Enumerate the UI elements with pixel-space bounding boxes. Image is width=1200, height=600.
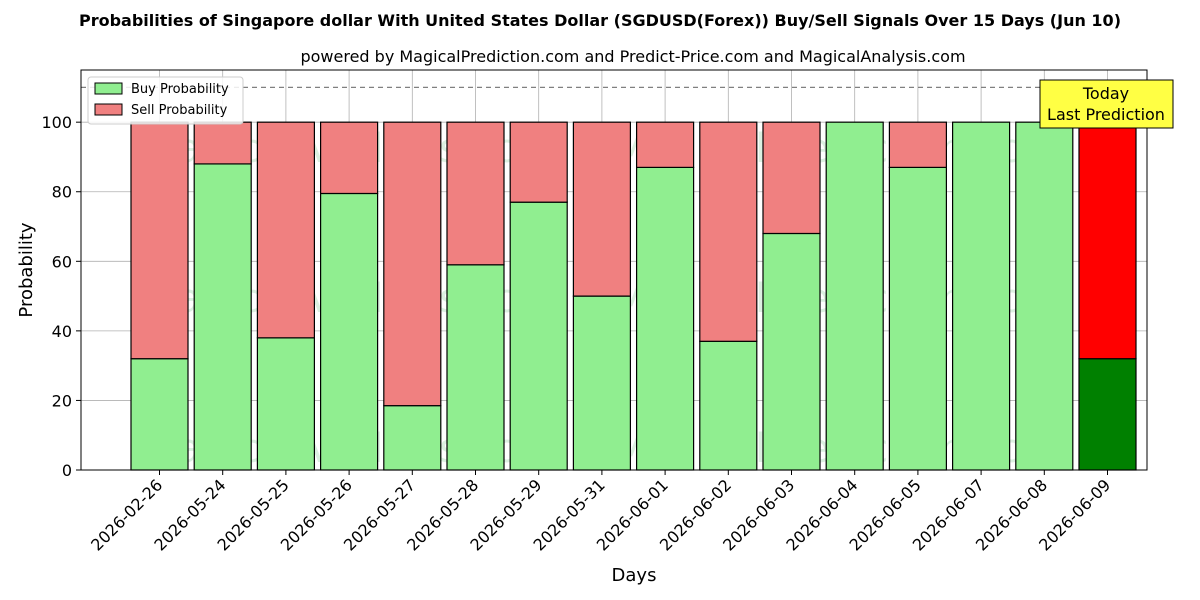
sell-bar: [320, 121, 379, 195]
y-tick-label: 80: [52, 183, 72, 202]
buy-bar: [635, 166, 695, 471]
buy-bar: [193, 163, 252, 471]
legend: Buy Probability Sell Probability: [87, 76, 244, 125]
buy-bar: [888, 166, 948, 471]
sell-bar: [446, 121, 505, 266]
sell-bar: [193, 121, 252, 165]
legend-swatch-sell: [94, 103, 123, 116]
legend-label-buy: Buy Probability: [131, 82, 229, 97]
sell-bar: [888, 121, 948, 168]
buy-bar: [130, 358, 189, 471]
annotation-text: Last Prediction: [1047, 105, 1165, 124]
annotation-text: Today: [1082, 84, 1129, 103]
x-axis: 2026-02-262026-05-242026-05-252026-05-26…: [87, 470, 1114, 555]
plot-frame: [80, 69, 1148, 471]
buy-bar: [951, 121, 1011, 471]
annotation-box: [1039, 79, 1174, 129]
buy-bar: [699, 340, 758, 471]
sell-bar: [635, 121, 695, 168]
sell-bar: [383, 121, 442, 407]
buy-bar: [509, 201, 568, 471]
y-axis-label: Probability: [16, 222, 37, 317]
x-axis-label: Days: [612, 565, 657, 586]
legend-swatch-buy: [94, 82, 123, 95]
sell-bar: [572, 121, 632, 297]
y-tick-label: 100: [41, 113, 72, 132]
sell-bar: [509, 121, 568, 203]
buy-bar: [256, 337, 315, 471]
buy-bar: [1078, 358, 1137, 471]
y-tick-label: 20: [52, 391, 72, 410]
sell-bar: [699, 121, 758, 342]
sell-bar: [130, 121, 189, 360]
legend-label-sell: Sell Probability: [131, 103, 228, 118]
buy-bar: [825, 121, 884, 471]
sell-bar: [1078, 121, 1137, 360]
buy-bar: [572, 295, 632, 471]
chart-subtitle: powered by MagicalPrediction.com and Pre…: [300, 47, 965, 66]
buy-bar: [320, 192, 379, 471]
sell-bar: [762, 121, 821, 235]
bars-layer: [130, 121, 1137, 471]
sell-bar: [256, 121, 315, 339]
buy-bar: [446, 264, 505, 471]
buy-bar: [383, 405, 442, 471]
y-tick-label: 60: [52, 252, 72, 271]
buy-bar: [1015, 121, 1074, 471]
today-annotation: Today Last Prediction: [1039, 79, 1174, 129]
legend-box: [87, 76, 244, 125]
y-tick-label: 40: [52, 322, 72, 341]
chart-title: Probabilities of Singapore dollar With U…: [79, 11, 1121, 30]
y-axis: 0 20 40 60 80 100: [41, 113, 81, 480]
buy-bar: [762, 232, 821, 471]
y-tick-label: 0: [62, 461, 72, 480]
